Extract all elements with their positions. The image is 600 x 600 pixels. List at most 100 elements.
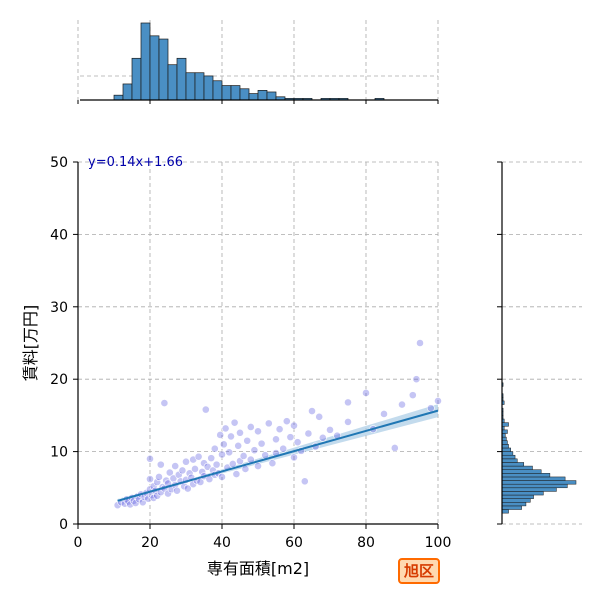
top-hist-bar	[194, 72, 205, 101]
top-histogram	[113, 22, 385, 101]
top-hist-bar	[158, 38, 169, 101]
scatter-point	[279, 444, 288, 453]
scatter-point	[344, 418, 352, 426]
scatter-point	[165, 468, 174, 477]
right-hist-bar	[501, 473, 551, 478]
right-histogram-axes	[497, 161, 503, 525]
top-hist-bar	[221, 85, 232, 101]
right-hist-bar	[501, 505, 522, 510]
scatter-point	[250, 446, 259, 455]
y-tick-label: 30	[50, 300, 68, 316]
scatter-point	[207, 454, 216, 463]
top-hist-bar	[176, 57, 187, 101]
scatter-point	[160, 399, 169, 407]
scatter-point	[182, 457, 190, 466]
scatter-point	[230, 418, 239, 427]
scatter-point	[218, 450, 226, 459]
y-tick-label: 50	[50, 155, 68, 171]
scatter-point	[203, 462, 212, 471]
scatter-point	[138, 498, 147, 507]
right-hist-bar	[501, 451, 514, 456]
scatter-point	[282, 417, 291, 426]
x-axis-label: 専有面積[m2]	[207, 559, 309, 578]
scatter-point	[191, 465, 199, 473]
scatter-point	[390, 444, 399, 452]
scatter-point	[225, 448, 234, 457]
right-histogram-grid	[502, 161, 582, 525]
scatter-point	[315, 412, 324, 421]
top-hist-bar	[266, 91, 277, 101]
x-tick-label: 0	[74, 535, 83, 551]
top-hist-bar	[113, 94, 124, 101]
main-axes	[77, 162, 438, 525]
scatter-point	[198, 467, 207, 476]
scatter-point	[228, 460, 237, 468]
top-hist-bar	[203, 75, 214, 101]
right-hist-bar	[501, 444, 509, 449]
scatter-point	[344, 398, 352, 407]
scatter-point	[173, 486, 181, 495]
scatter-point	[293, 438, 302, 447]
scatter-point	[239, 452, 248, 460]
scatter-point	[246, 423, 255, 431]
top-hist-bar	[257, 90, 268, 101]
regression-line	[117, 409, 439, 502]
scatter-point	[426, 404, 435, 413]
top-hist-bar	[167, 64, 178, 101]
scatter-point	[362, 389, 370, 397]
scatter-point	[304, 429, 313, 438]
scatter-point	[290, 421, 298, 430]
scatter-point	[290, 453, 298, 462]
y-tick-label: 0	[59, 517, 68, 533]
top-hist-bar	[248, 93, 259, 101]
x-tick-label: 80	[357, 535, 375, 551]
right-hist-bar	[501, 436, 507, 441]
top-hist-bar	[122, 83, 133, 101]
scatter-point	[218, 473, 226, 481]
scatter-point	[234, 441, 243, 450]
right-hist-bar	[501, 422, 509, 427]
top-hist-bar	[239, 88, 250, 101]
scatter-point	[264, 419, 273, 428]
right-hist-bar	[501, 498, 531, 503]
scatter-point	[153, 478, 162, 486]
scatter-point	[380, 410, 388, 418]
right-hist-bar	[501, 447, 511, 452]
top-hist-bar	[212, 80, 223, 101]
top-hist-bar	[149, 35, 160, 101]
right-hist-bar	[501, 454, 516, 460]
x-axis-ticks: 0 20 40 60 80 100	[74, 524, 452, 551]
right-histogram	[501, 382, 577, 514]
top-hist-bar	[131, 57, 142, 101]
right-hist-bar	[501, 502, 527, 507]
y-axis-label: 賃料[万円]	[21, 305, 40, 382]
scatter-point	[254, 427, 262, 436]
y-tick-label: 10	[50, 445, 68, 461]
x-tick-label: 100	[425, 535, 452, 551]
right-hist-bar	[501, 465, 533, 470]
scatter-point	[408, 391, 417, 400]
x-tick-label: 20	[141, 535, 159, 551]
scatter-point	[416, 339, 424, 347]
right-hist-bar	[501, 483, 568, 489]
right-hist-bar	[501, 462, 525, 467]
y-tick-label: 40	[50, 227, 68, 243]
scatter-point	[201, 405, 210, 414]
y-axis-ticks: 0 10 20 30 40 50	[50, 155, 78, 533]
scatter-point	[300, 477, 309, 486]
scatter-point	[268, 459, 277, 468]
scatter-point	[221, 424, 230, 433]
scatter-point	[194, 452, 203, 461]
x-tick-label: 60	[285, 535, 303, 551]
scatter-point	[219, 440, 228, 449]
scatter-point	[434, 397, 442, 405]
right-hist-bar	[501, 491, 544, 496]
scatter-point	[171, 462, 180, 470]
top-hist-bar	[230, 85, 241, 101]
scatter-point	[227, 432, 235, 441]
right-hist-bar	[501, 476, 566, 481]
scatter-point	[412, 375, 421, 384]
scatter-point	[326, 425, 334, 434]
right-hist-bar	[501, 429, 508, 434]
